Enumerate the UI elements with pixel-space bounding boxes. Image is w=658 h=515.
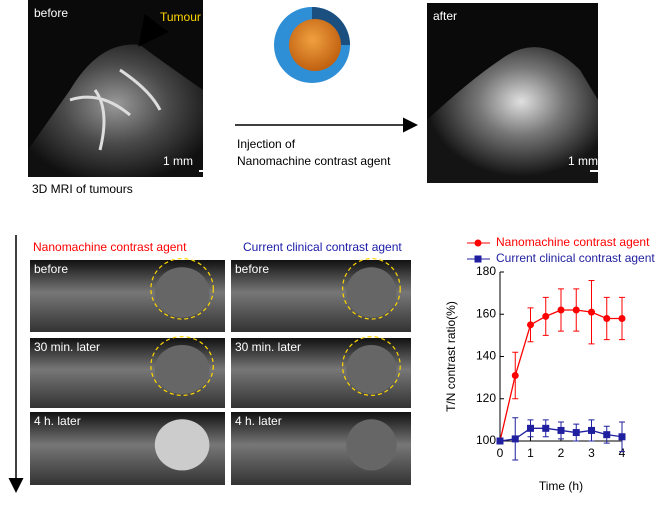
- tumour-outline: [150, 336, 214, 397]
- x-tick-label: 4: [619, 446, 626, 460]
- tumour-slice: [346, 267, 397, 318]
- column-header: Current clinical contrast agent: [243, 240, 402, 254]
- x-tick-label: 1: [527, 446, 534, 460]
- point: [618, 314, 626, 322]
- x-tick-label: 2: [558, 446, 565, 460]
- tumour-slice: [346, 419, 397, 471]
- column-header: Nanomachine contrast agent: [33, 240, 187, 254]
- legend-marker: [474, 255, 482, 263]
- point: [527, 424, 534, 432]
- image-label: after: [433, 9, 457, 23]
- panel-label: before: [34, 262, 68, 276]
- point: [542, 312, 550, 320]
- panel-label: before: [235, 262, 269, 276]
- tumour-outline: [150, 257, 214, 320]
- point: [557, 306, 565, 314]
- point: [603, 431, 611, 439]
- panel-label: 4 h. later: [235, 414, 282, 428]
- scale-label: 1 mm: [163, 154, 193, 168]
- tumour-slice: [346, 345, 397, 394]
- nanoparticle-icon: [274, 7, 350, 83]
- mri-after: after 1 mm: [427, 3, 598, 184]
- point: [572, 429, 580, 437]
- arrow-label: Nanomachine contrast agent: [237, 154, 391, 168]
- legend-label: Nanomachine contrast agent: [496, 235, 650, 249]
- legend-label: Current clinical contrast agent: [496, 251, 655, 265]
- legend-marker: [474, 239, 482, 247]
- point: [527, 321, 534, 329]
- tumour-slice: [154, 267, 210, 318]
- y-axis-label: T/N contrast ratio(%): [444, 301, 458, 412]
- point: [511, 372, 519, 380]
- tumour-outline: [342, 257, 401, 320]
- point: [603, 314, 611, 322]
- y-tick-label: 140: [476, 349, 496, 363]
- point: [496, 437, 504, 445]
- scale-label: 1 mm: [568, 154, 598, 168]
- arrow-label: Injection of: [237, 137, 296, 151]
- point: [588, 308, 595, 316]
- point: [588, 426, 595, 434]
- image-label: before: [34, 6, 68, 20]
- y-tick-label: 160: [476, 306, 496, 320]
- x-tick-label: 3: [588, 446, 595, 460]
- panel-label: 30 min. later: [235, 340, 301, 354]
- y-tick-label: 180: [476, 264, 496, 278]
- y-tick-label: 100: [476, 433, 496, 447]
- tumour-outline: [342, 336, 401, 397]
- point: [542, 424, 550, 432]
- x-axis-label: Time (h): [539, 479, 583, 493]
- panel-label: 30 min. later: [34, 340, 100, 354]
- point: [572, 306, 580, 314]
- point: [557, 426, 565, 434]
- y-tick-label: 120: [476, 391, 496, 405]
- x-tick-label: 0: [497, 446, 504, 460]
- caption: 3D MRI of tumours: [32, 182, 133, 196]
- tumour-slice: [154, 345, 210, 394]
- point: [511, 435, 519, 443]
- point: [618, 433, 626, 441]
- annotation: Tumour: [160, 10, 201, 24]
- panel-label: 4 h. later: [34, 414, 81, 428]
- mri-before: before Tumour 1 mm: [28, 0, 207, 177]
- tumour-slice: [154, 419, 210, 471]
